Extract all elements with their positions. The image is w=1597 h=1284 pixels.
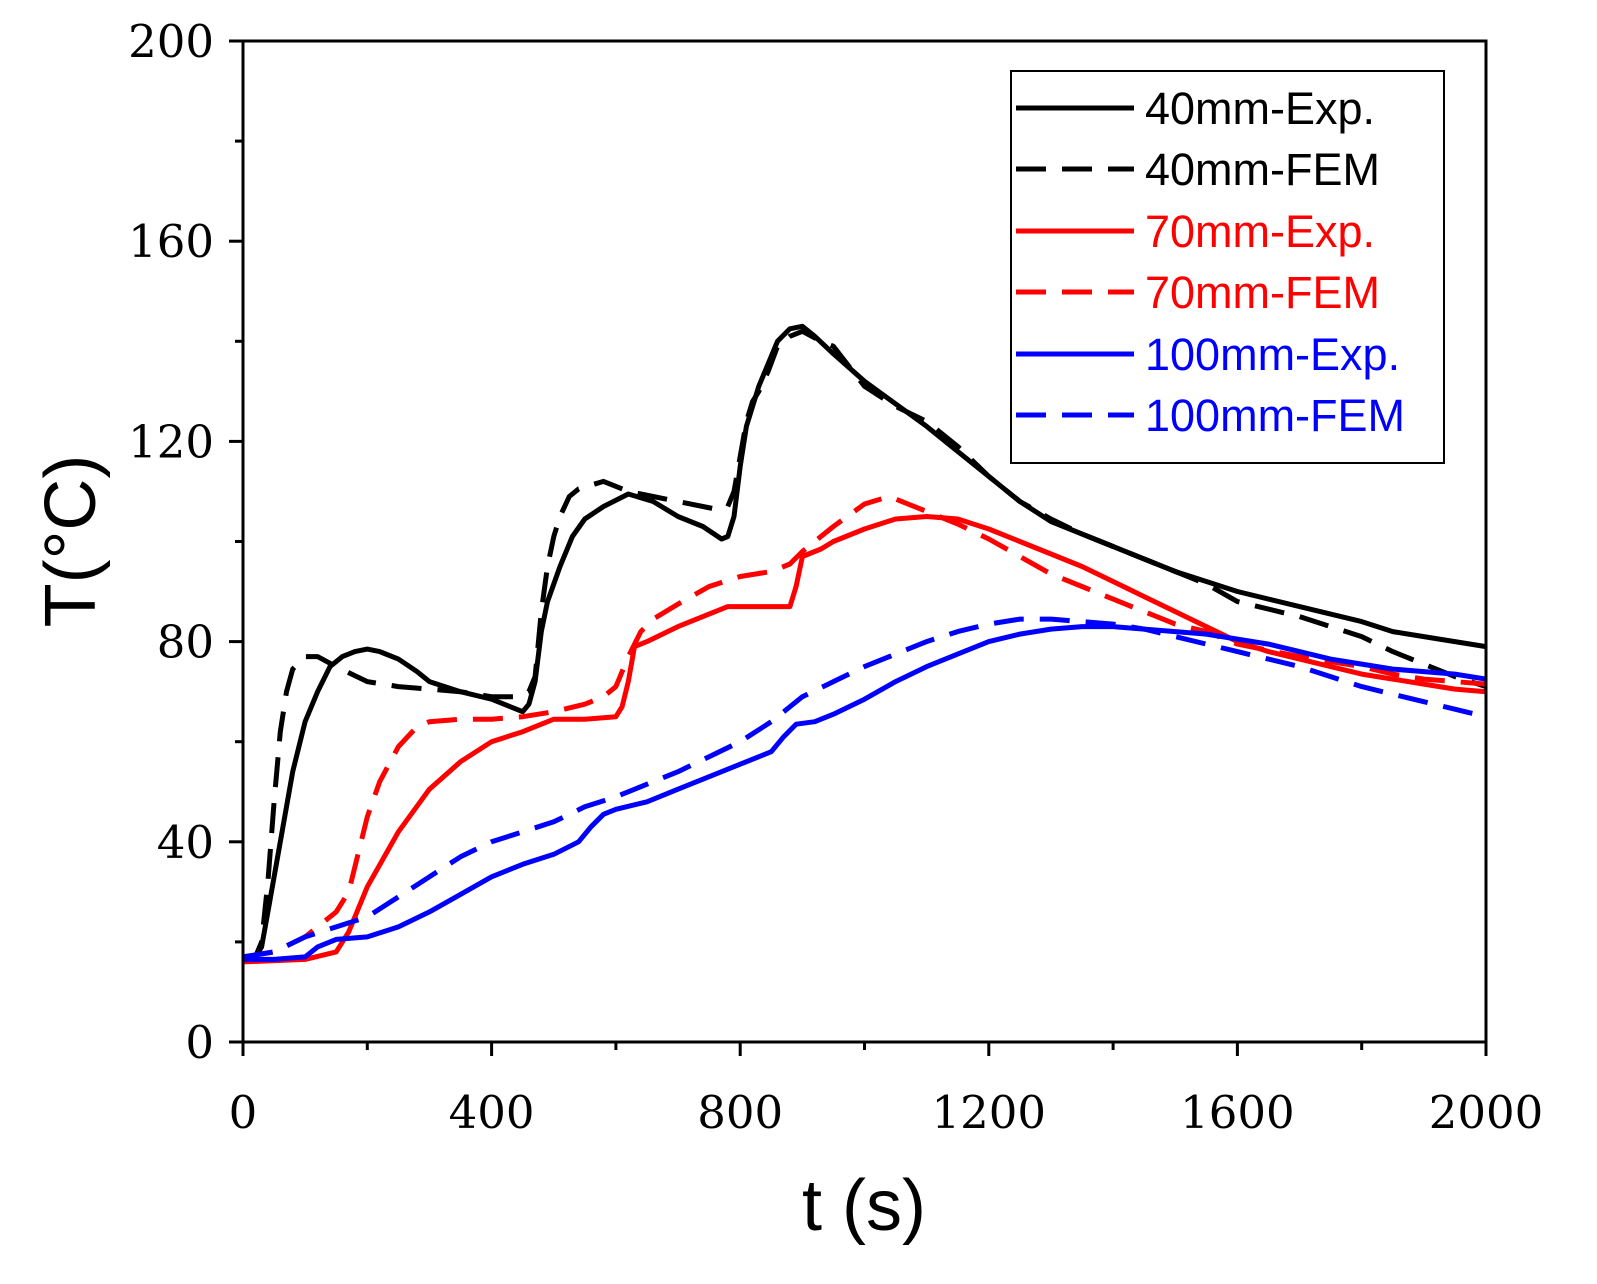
x-tick-label: 1200 <box>932 1086 1047 1139</box>
y-tick-label: 0 <box>185 1016 214 1069</box>
series-line <box>243 328 1487 960</box>
legend-label: 40mm-Exp. <box>1145 83 1375 134</box>
ticks-layer <box>229 39 1488 1056</box>
series-line <box>242 514 1487 965</box>
y-tick-label: 120 <box>128 415 214 468</box>
y-tick-label: 80 <box>157 616 214 669</box>
legend-label: 70mm-Exp. <box>1145 206 1375 257</box>
y-tick-label: 160 <box>128 215 214 268</box>
series-line <box>243 323 1487 960</box>
series-line <box>243 624 1487 962</box>
x-tick-label: 2000 <box>1429 1086 1544 1139</box>
legend-box <box>1010 70 1445 464</box>
y-axis-title: T(°C) <box>31 455 111 628</box>
x-tick-label: 400 <box>449 1086 535 1139</box>
x-tick-label: 800 <box>697 1086 783 1139</box>
y-tick-label: 40 <box>157 816 214 869</box>
legend: 40mm-Exp. 40mm-FEM 70mm-Exp. 70mm-FEM 10… <box>1010 70 1445 464</box>
series-line <box>242 616 1487 960</box>
series-layer <box>242 323 1487 965</box>
x-axis-title: t (s) <box>802 1166 926 1246</box>
legend-label: 100mm-FEM <box>1145 390 1405 441</box>
legend-label: 40mm-FEM <box>1145 144 1380 195</box>
x-tick-label: 0 <box>229 1086 258 1139</box>
y-tick-label: 200 <box>128 15 214 68</box>
legend-label: 100mm-Exp. <box>1145 329 1400 380</box>
series-line <box>242 494 1487 960</box>
legend-label: 70mm-FEM <box>1145 267 1380 318</box>
x-tick-label: 1600 <box>1180 1086 1295 1139</box>
